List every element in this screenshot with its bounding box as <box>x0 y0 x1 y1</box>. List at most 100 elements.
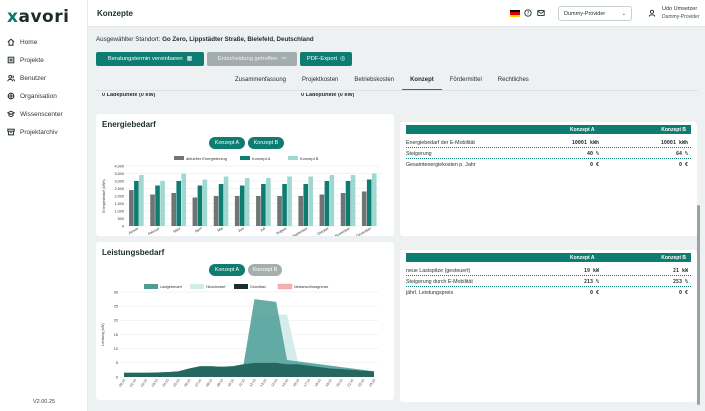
y-tick-label: 4,000 <box>114 164 124 168</box>
x-tick-label: 13:15 <box>259 378 267 387</box>
sidebar-item-projekte[interactable]: Projekte <box>0 51 88 69</box>
energy-concept-a-toggle[interactable]: Konzept A <box>209 137 245 149</box>
tab-konzept[interactable]: Konzept <box>402 74 442 90</box>
help-icon[interactable]: ? <box>524 9 532 17</box>
x-tick-label: 15:15 <box>281 378 289 387</box>
page-title: Konzepte <box>97 9 133 18</box>
row-value-b: 0 € <box>678 290 688 296</box>
bar <box>324 181 330 226</box>
column-header-b: Konzept B <box>661 127 686 133</box>
row-label: jährl. Leistungspreis <box>406 290 454 296</box>
x-tick-label: 08:15 <box>205 378 213 387</box>
x-tick-label: Dezember <box>356 226 373 236</box>
tab-zusammenfassung[interactable]: Zusammenfassung <box>235 77 287 83</box>
power-concept-a-toggle[interactable]: Konzept A <box>209 264 245 276</box>
user-name: Udo Umsetzer <box>662 6 698 12</box>
row-label: neue Lastspitze (gesteuert) <box>406 268 471 274</box>
x-tick-label: März <box>172 226 181 234</box>
sidebar-item-projektarchiv[interactable]: Projektarchiv <box>0 123 88 141</box>
x-tick-label: 21:15 <box>346 378 354 387</box>
legend-label: Netzanschlussgrenze <box>294 285 328 289</box>
bar <box>239 185 245 226</box>
sidebar-item-label: Projekte <box>20 56 44 64</box>
legend-label: aktueller Energiebezug <box>186 156 227 161</box>
x-tick-label: 02:15 <box>140 378 148 387</box>
user-icon <box>648 9 656 17</box>
decision-button[interactable]: Entscheidung getroffen ⇨ <box>207 52 297 66</box>
row-value-a: 0 € <box>589 162 599 168</box>
series-area-grundlast <box>124 362 374 377</box>
x-tick-label: 10:15 <box>227 378 235 387</box>
provider-select-value: Dummy-Provider <box>564 11 606 17</box>
german-flag-icon[interactable] <box>510 10 520 17</box>
user-role: Dummy-Provider <box>662 14 700 20</box>
table-row: Gesamtenergiekosten p. Jahr 0 € 0 € <box>406 160 691 170</box>
bar <box>139 175 144 226</box>
row-label: Energiebedarf der E-Mobilität <box>406 140 475 146</box>
bar <box>223 176 229 226</box>
x-tick-label: 06:15 <box>183 378 191 387</box>
location-label: Ausgewählter Standort: <box>96 36 161 43</box>
sidebar-item-label: Benutzer <box>20 74 47 82</box>
y-tick-label: 0 <box>122 224 124 228</box>
row-label: Gesamtenergiekosten p. Jahr <box>406 162 476 168</box>
selected-location: Ausgewählter Standort: Go Zero, Lippstäd… <box>96 36 314 43</box>
x-tick-label: Februar <box>147 226 161 236</box>
y-tick-label: 0 <box>116 375 118 379</box>
column-header-b: Konzept B <box>661 255 686 261</box>
legend-swatch <box>144 284 158 289</box>
concept-tabs: Zusammenfassung Projektkosten Betriebsko… <box>227 74 537 90</box>
x-tick-label: 19:15 <box>325 378 333 387</box>
x-tick-label: Januar <box>128 226 140 235</box>
sidebar-item-benutzer[interactable]: Benutzer <box>0 69 88 87</box>
x-tick-label: Mai <box>217 226 224 232</box>
x-tick-label: 05:15 <box>173 378 181 387</box>
row-label: Steigerung <box>406 151 432 157</box>
y-tick-label: 3,500 <box>114 172 124 176</box>
row-value-b: 21 kW <box>672 268 688 274</box>
bar <box>303 184 309 226</box>
legend-label: Lastgesteuert <box>160 285 182 289</box>
bar <box>234 196 240 226</box>
row-value-b: 0 € <box>678 162 688 168</box>
bar <box>361 191 367 226</box>
energy-concept-b-toggle[interactable]: Konzept B <box>248 137 284 149</box>
tab-betriebskosten[interactable]: Betriebskosten <box>354 77 395 83</box>
appointment-button[interactable]: Beratungstermin vereinbaren ▦ <box>96 52 204 66</box>
y-tick-label: 30 <box>114 290 118 294</box>
sidebar-item-home[interactable]: Home <box>0 33 88 51</box>
bar <box>176 181 182 226</box>
ladepunkte-concept-b: 0 Ladepunkte (0 kW) <box>301 93 355 98</box>
y-tick-label: 500 <box>118 217 124 221</box>
row-label: Steigerung durch E-Mobilität <box>406 279 473 285</box>
tab-rechtliches[interactable]: Rechtliches <box>497 77 529 83</box>
bar <box>282 184 287 226</box>
page-scrollbar[interactable] <box>697 205 700 405</box>
legend-swatch <box>234 284 248 289</box>
bar <box>192 197 198 226</box>
y-tick-label: 5 <box>116 361 118 365</box>
tab-projektkosten[interactable]: Projektkosten <box>302 77 339 83</box>
bar <box>366 179 372 226</box>
app-logo[interactable]: xavori <box>7 7 70 27</box>
bar <box>329 175 335 226</box>
tab-foerdermittel[interactable]: Fördermittel <box>449 77 482 83</box>
legend-swatch <box>277 283 293 290</box>
pdf-export-button[interactable]: PDF-Export ◎ <box>300 52 352 66</box>
mail-icon[interactable] <box>537 9 545 17</box>
decision-button-label: Entscheidung getroffen <box>217 56 278 62</box>
power-concept-b-toggle[interactable]: Konzept B <box>248 264 282 276</box>
table-row: jährl. Leistungspreis 0 € 0 € <box>406 288 691 298</box>
bar <box>287 176 292 226</box>
x-tick-label: 07:15 <box>194 378 202 387</box>
location-value: Go Zero, Lippstädter Straße, Bielefeld, … <box>162 36 314 43</box>
sidebar-item-organisation[interactable]: Organisation <box>0 87 88 105</box>
x-tick-label: 16:15 <box>292 378 300 387</box>
row-value-a: 19 kW <box>583 268 599 274</box>
row-value-a: 0 € <box>589 290 599 296</box>
sidebar-item-wissenscenter[interactable]: Wissenscenter <box>0 105 88 123</box>
energy-demand-card: Energiebedarf Konzept A Konzept B aktuel… <box>96 114 394 236</box>
provider-select[interactable]: Dummy-Provider ⌄ <box>558 6 632 21</box>
sidebar: xavori Home Projekte Benutzer Organisati… <box>0 0 88 411</box>
bar <box>340 193 346 226</box>
